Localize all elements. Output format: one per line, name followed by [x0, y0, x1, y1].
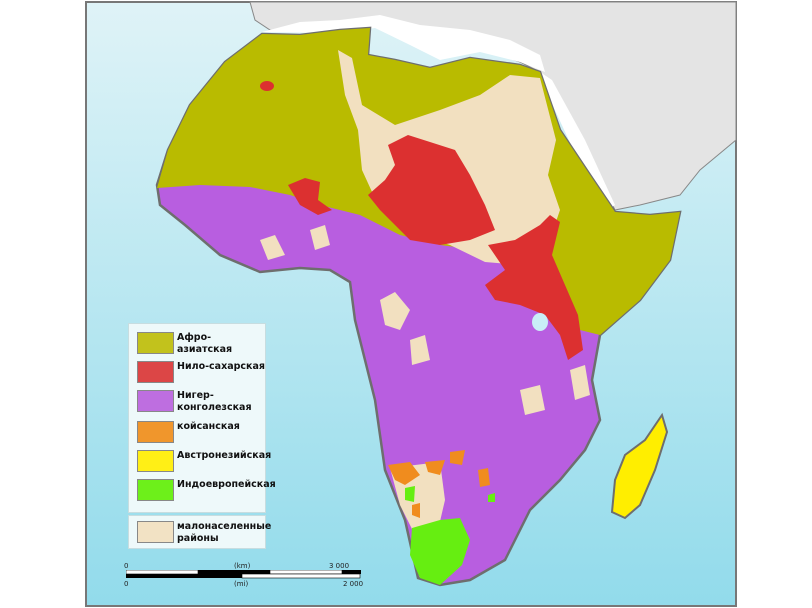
legend-item-afroasiatic: Афро-азиатская: [137, 332, 265, 356]
madagascar-austronesian: [610, 412, 669, 520]
legend-label: Нило-сахарская: [177, 361, 266, 372]
legend-sparse: малонаселенные районы: [128, 515, 272, 549]
mediterranean-sea: [262, 15, 545, 72]
region-nilosaharan-sahara: [260, 81, 274, 91]
legend-label: Нигер-конголезская: [177, 390, 252, 413]
legend-swatch: [137, 390, 174, 412]
legend-item-nigercongo: Нигер-конголезская: [137, 390, 252, 414]
scale-bars: [126, 570, 361, 579]
legend-label: Афро-азиатская: [177, 332, 233, 355]
region-nilosaharan-west: [288, 178, 332, 215]
legend-item-khoisan: койсанская: [137, 421, 240, 443]
scale-km-max: 3 000: [329, 562, 350, 570]
legend-label: Индоевропейская: [177, 479, 276, 490]
legend-swatch: [137, 450, 174, 472]
red-sea: [540, 72, 615, 210]
legend-item-indoeuropean: Индоевропейская: [137, 479, 276, 501]
scale-km-unit: (km): [234, 562, 251, 570]
legend-swatch: [137, 521, 174, 543]
lake-victoria: [532, 313, 548, 331]
legend-label: малонаселенные районы: [177, 521, 272, 544]
legend-item-austronesian: Австронезийская: [137, 450, 271, 472]
scale-mi-zero: 0: [124, 580, 129, 588]
legend-label: койсанская: [177, 421, 240, 432]
legend-swatch: [137, 479, 174, 501]
legend-label: Австронезийская: [177, 450, 272, 461]
region-khoisan: [388, 450, 490, 518]
region-nilosaharan-east: [485, 215, 583, 360]
region-nilosaharan-chad: [368, 135, 495, 245]
scale-mi-unit: (mi): [234, 580, 249, 588]
legend-swatch: [137, 332, 174, 354]
legend-item-nilosaharan: Нило-сахарская: [137, 361, 265, 383]
legend-item-sparse: малонаселенные районы: [137, 521, 272, 545]
scale-km-zero: 0: [124, 562, 129, 570]
legend-swatch: [137, 421, 174, 443]
legend-swatch: [137, 361, 174, 383]
legend: Афро-азиатская Нило-сахарская Нигер-конг…: [128, 323, 276, 513]
region-indoeuropean: [405, 486, 495, 585]
scale-mi-max: 2 000: [343, 580, 364, 588]
